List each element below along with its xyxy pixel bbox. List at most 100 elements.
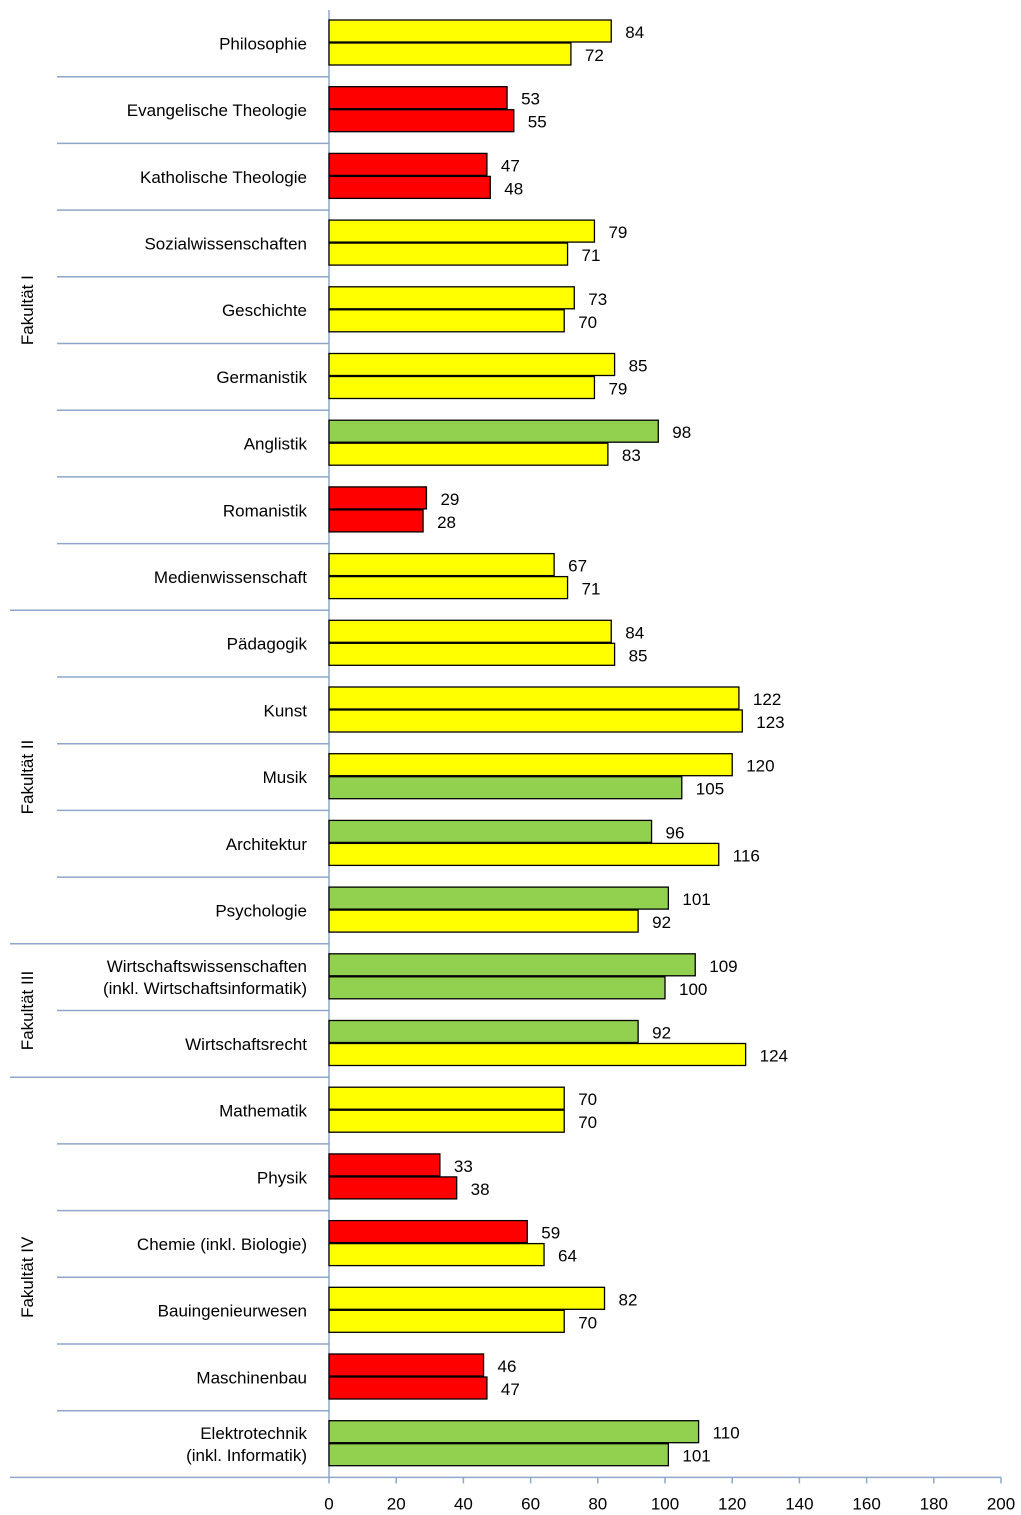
x-tick-label: 60 bbox=[521, 1494, 540, 1513]
group-label: Fakultät IV bbox=[18, 1236, 37, 1318]
data-label: 73 bbox=[588, 290, 607, 309]
bar bbox=[328, 509, 424, 533]
data-label: 46 bbox=[498, 1357, 517, 1376]
data-label: 124 bbox=[760, 1047, 788, 1066]
x-tick-label: 40 bbox=[454, 1494, 473, 1513]
category-label: Medienwissenschaft bbox=[154, 568, 307, 587]
bar bbox=[328, 286, 575, 310]
category-label: Psychologie bbox=[215, 901, 307, 920]
data-label: 47 bbox=[501, 1380, 520, 1399]
category-label: Pädagogik bbox=[227, 635, 308, 654]
data-label: 120 bbox=[746, 757, 774, 776]
category-label: Anglistik bbox=[244, 435, 308, 454]
category-label: Elektrotechnik bbox=[200, 1424, 307, 1443]
x-tick-label: 80 bbox=[588, 1494, 607, 1513]
data-label: 79 bbox=[608, 380, 627, 399]
bar bbox=[328, 1376, 488, 1400]
data-label: 92 bbox=[652, 1024, 671, 1043]
bar bbox=[328, 19, 612, 43]
category-label: Musik bbox=[263, 768, 308, 787]
bar bbox=[328, 886, 670, 910]
bar bbox=[328, 175, 491, 200]
category-label: Bauingenieurwesen bbox=[158, 1302, 307, 1321]
data-label: 67 bbox=[568, 557, 587, 576]
bar bbox=[328, 1309, 565, 1333]
category-label: Philosophie bbox=[219, 34, 307, 53]
bar bbox=[328, 1286, 606, 1310]
category-label: Germanistik bbox=[216, 368, 307, 387]
data-label: 83 bbox=[622, 446, 641, 465]
category-label: Physik bbox=[257, 1168, 308, 1187]
bar bbox=[328, 819, 653, 844]
category-label: Kunst bbox=[264, 701, 308, 720]
bar bbox=[328, 1353, 485, 1377]
data-label: 105 bbox=[696, 780, 724, 799]
data-label: 70 bbox=[578, 1113, 597, 1132]
bar bbox=[328, 375, 596, 400]
bar bbox=[328, 86, 508, 110]
category-label: Geschichte bbox=[222, 301, 307, 320]
x-tick-label: 100 bbox=[651, 1494, 679, 1513]
data-label: 70 bbox=[578, 1313, 597, 1332]
bar bbox=[328, 309, 565, 333]
data-label: 71 bbox=[582, 246, 601, 265]
data-label: 110 bbox=[713, 1424, 740, 1443]
data-label: 98 bbox=[672, 423, 691, 442]
bar bbox=[328, 109, 515, 133]
bar bbox=[328, 1176, 458, 1200]
category-label: Evangelische Theologie bbox=[127, 101, 307, 120]
data-label: 28 bbox=[437, 513, 456, 532]
data-label: 109 bbox=[709, 957, 737, 976]
x-tick-label: 160 bbox=[852, 1494, 880, 1513]
data-label: 85 bbox=[629, 646, 648, 665]
category-label: Katholische Theologie bbox=[140, 168, 307, 187]
data-label: 84 bbox=[625, 23, 644, 42]
x-tick-label: 20 bbox=[387, 1494, 406, 1513]
data-label: 82 bbox=[619, 1290, 638, 1309]
bar bbox=[328, 909, 639, 933]
x-tick-label: 140 bbox=[785, 1494, 813, 1513]
x-tick-label: 200 bbox=[987, 1494, 1015, 1513]
bar bbox=[328, 976, 666, 1000]
data-label: 72 bbox=[585, 46, 604, 65]
bar bbox=[328, 486, 428, 510]
bar bbox=[328, 1242, 545, 1267]
bar bbox=[328, 1420, 700, 1444]
category-label: Architektur bbox=[226, 835, 308, 854]
bar bbox=[328, 1042, 747, 1067]
bar bbox=[328, 1109, 565, 1133]
bar bbox=[328, 552, 555, 577]
bar bbox=[328, 1219, 528, 1244]
category-label: Wirtschaftsrecht bbox=[185, 1035, 307, 1054]
data-label: 70 bbox=[578, 313, 597, 332]
bar bbox=[328, 842, 720, 867]
data-label: 101 bbox=[682, 890, 710, 909]
category-label: (inkl. Informatik) bbox=[186, 1446, 307, 1465]
data-label: 59 bbox=[541, 1224, 560, 1243]
bar bbox=[328, 152, 488, 177]
x-tick-label: 0 bbox=[324, 1494, 333, 1513]
bar bbox=[328, 1019, 639, 1044]
x-tick-label: 180 bbox=[920, 1494, 948, 1513]
bar bbox=[328, 642, 616, 666]
bar bbox=[328, 419, 659, 443]
category-label: Maschinenbau bbox=[196, 1368, 307, 1387]
data-label: 84 bbox=[625, 623, 644, 642]
bar bbox=[328, 753, 733, 777]
category-label: Sozialwissenschaften bbox=[144, 234, 307, 253]
bar bbox=[328, 352, 616, 377]
data-label: 79 bbox=[608, 223, 627, 242]
category-label: Wirtschaftswissenschaften bbox=[107, 957, 307, 976]
data-label: 71 bbox=[582, 580, 601, 599]
bar bbox=[328, 442, 609, 466]
bar bbox=[328, 1086, 565, 1110]
bar bbox=[328, 242, 569, 266]
data-label: 55 bbox=[528, 113, 547, 132]
data-label: 70 bbox=[578, 1090, 597, 1109]
group-label: Fakultät I bbox=[18, 275, 37, 345]
bar bbox=[328, 776, 683, 800]
data-label: 38 bbox=[471, 1180, 490, 1199]
bar bbox=[328, 42, 572, 66]
bar bbox=[328, 709, 743, 733]
